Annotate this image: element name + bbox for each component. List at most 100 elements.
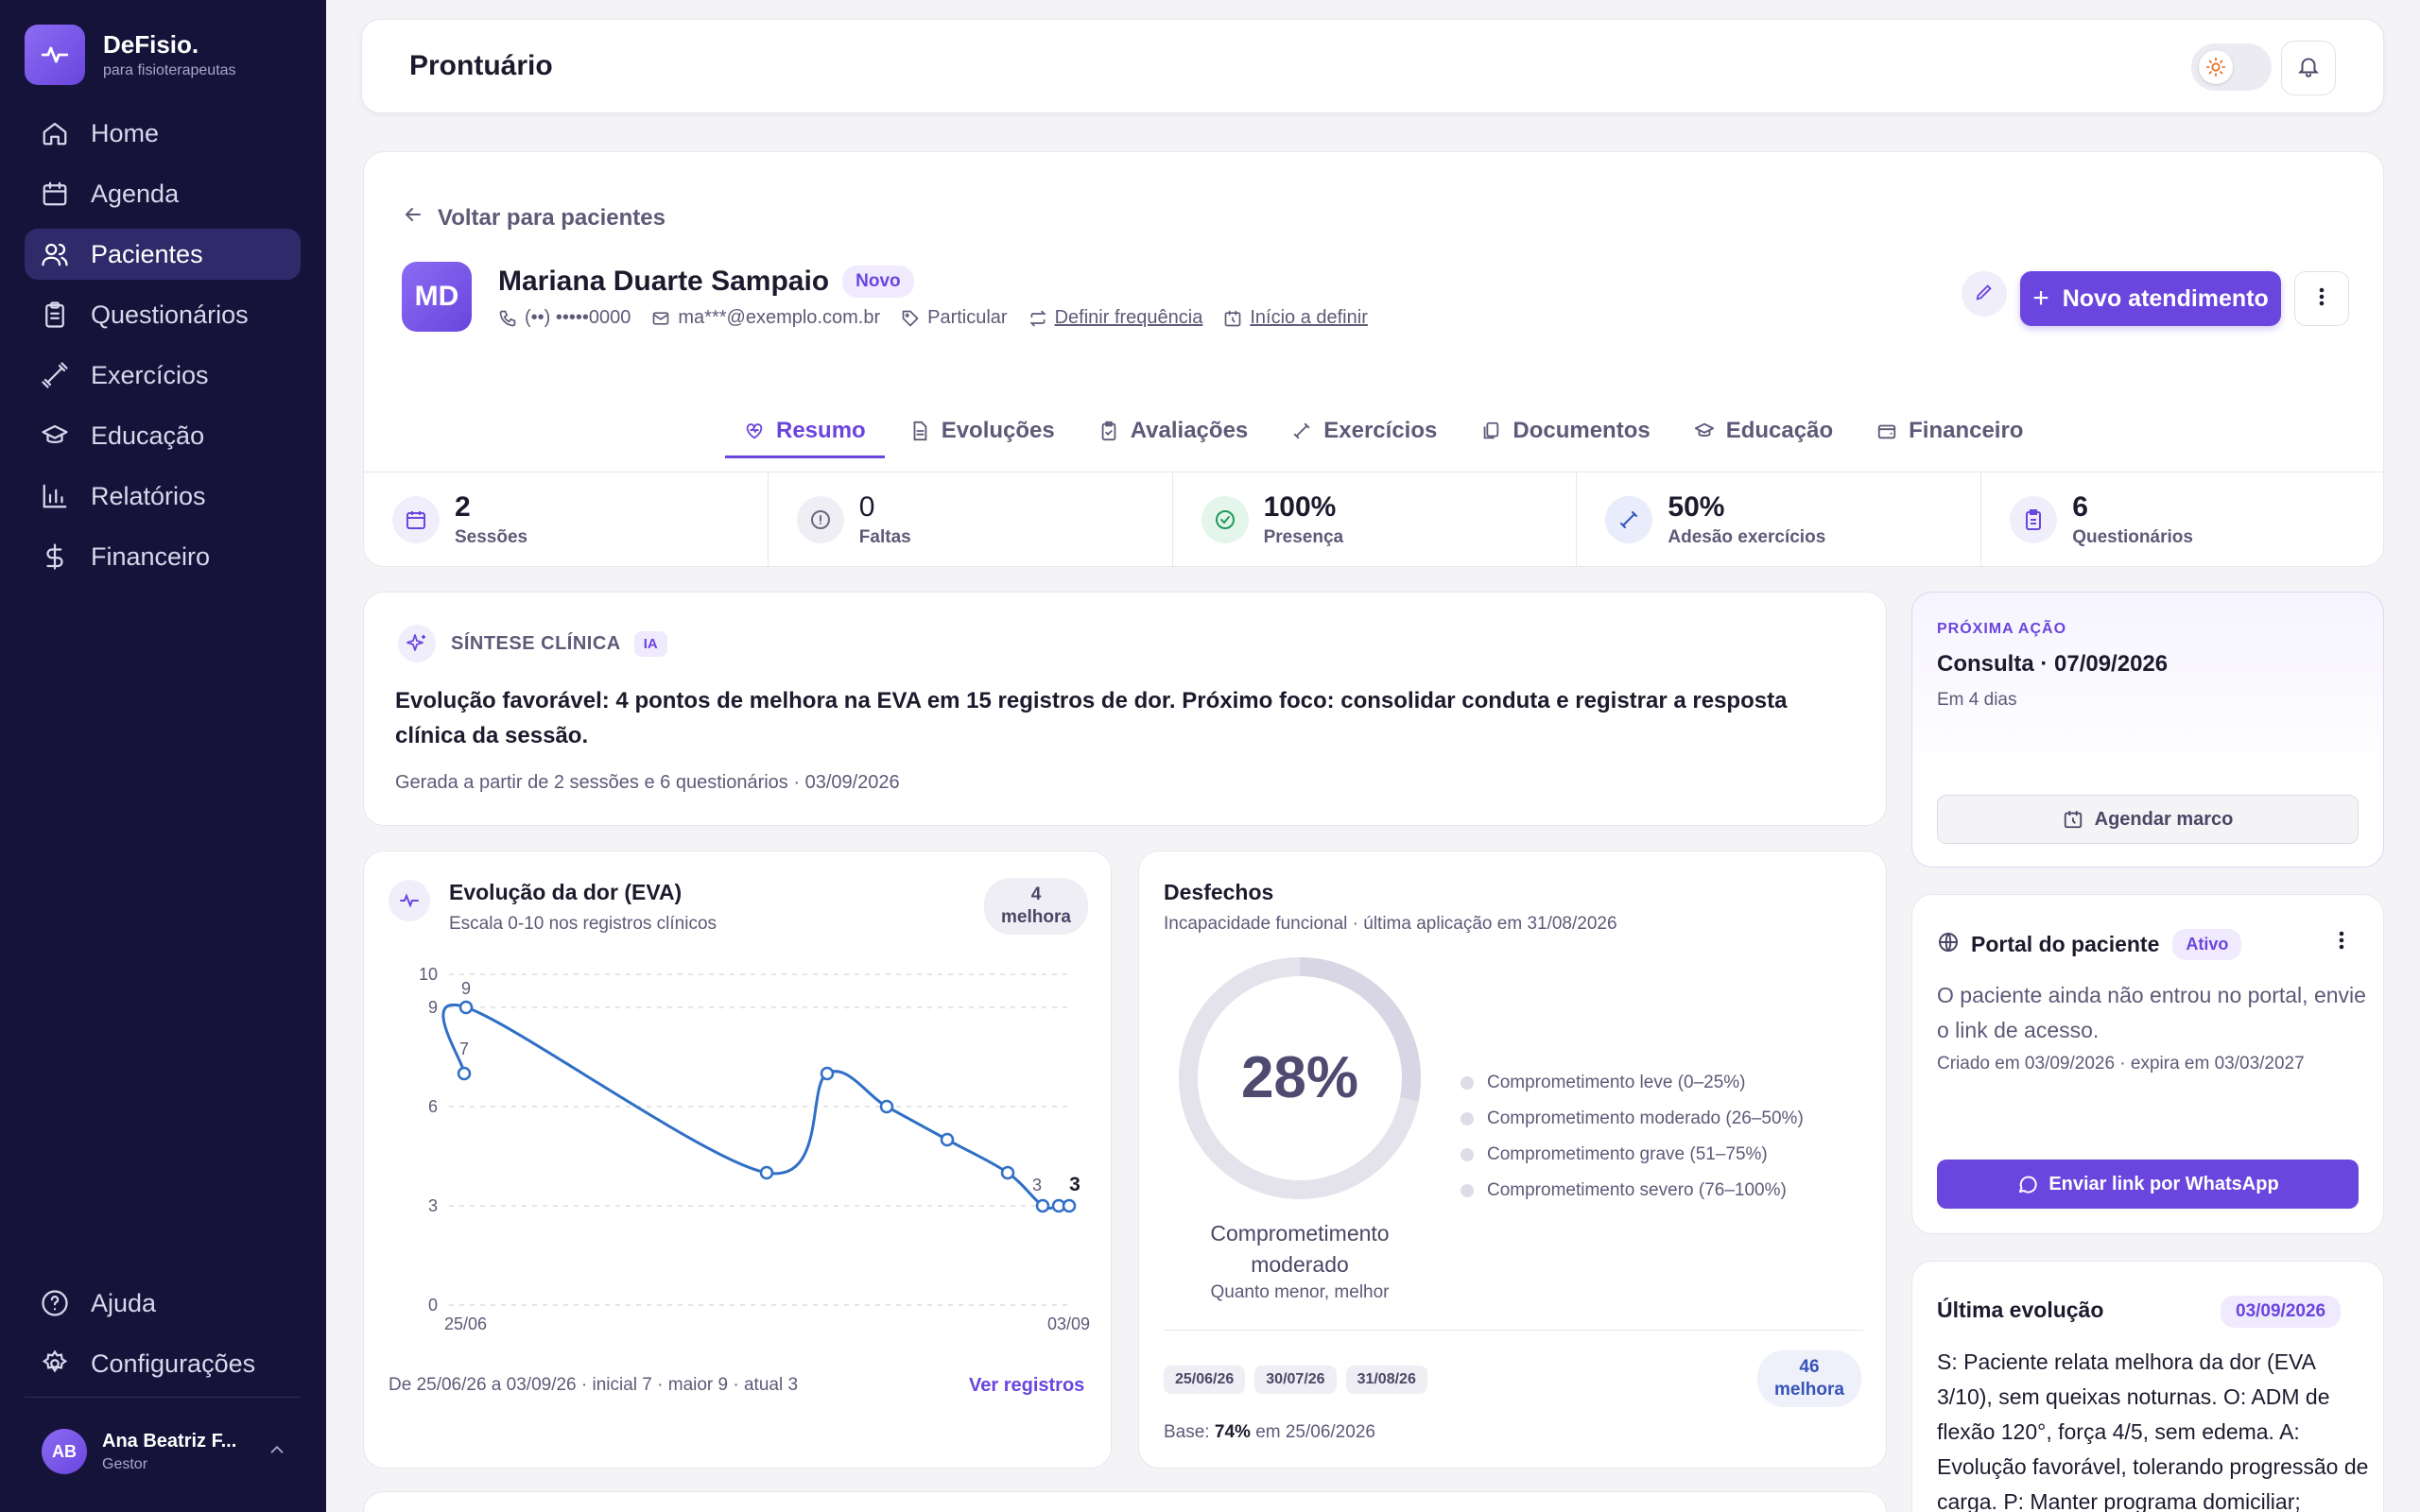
tab-label: Evoluções <box>941 417 1055 443</box>
avatar: AB <box>42 1429 87 1474</box>
nav-item-pacientes[interactable]: Pacientes <box>25 229 301 280</box>
ai-badge: IA <box>633 630 667 657</box>
next-action-label: PRÓXIMA AÇÃO <box>1937 621 2067 637</box>
legend-dot <box>1461 1148 1474 1161</box>
theme-toggle[interactable] <box>2191 43 2272 91</box>
users-icon <box>40 239 70 269</box>
nav-item-label: Ajuda <box>91 1288 157 1317</box>
patient-phone: (••) •••••0000 <box>498 307 631 329</box>
synthesis-title: SÍNTESE CLÍNICA <box>451 632 621 654</box>
y-tick-label: 6 <box>428 1097 438 1116</box>
outcome-value: 28% <box>1240 1045 1359 1110</box>
schedule-milestone-button[interactable]: Agendar marco <box>1937 795 2359 844</box>
patient-name-row: Mariana Duarte Sampaio Novo <box>498 266 914 298</box>
tab-label: Documentos <box>1512 417 1651 443</box>
stat-label: Questionários <box>2072 527 2193 547</box>
nav-item-label: Relatórios <box>91 481 206 510</box>
portal-more-button[interactable] <box>2338 929 2345 956</box>
define-start-link[interactable]: Início a definir <box>1223 307 1368 329</box>
tab-label: Educação <box>1725 417 1834 443</box>
phone-icon <box>498 309 517 328</box>
x-tick-label: 25/06 <box>444 1314 487 1333</box>
application-dates: 25/06/26 30/07/26 31/08/26 <box>1164 1366 1437 1394</box>
activity-icon <box>389 880 430 921</box>
send-whatsapp-button[interactable]: Enviar link por WhatsApp <box>1937 1160 2359 1209</box>
plan-text: Particular <box>927 307 1008 328</box>
patient-tabs: Resumo Evoluções Avaliações Exercícios D… <box>725 405 2048 458</box>
tab-documentos[interactable]: Documentos <box>1461 405 1668 458</box>
back-to-patients-link[interactable]: Voltar para pacientes <box>402 203 666 232</box>
legend-item: Comprometimento leve (0–25%) <box>1461 1065 1804 1101</box>
calendar-icon <box>392 496 440 543</box>
legend-dot <box>1461 1112 1474 1125</box>
pain-evolution-card: Evolução da dor (EVA) Escala 0-10 nos re… <box>363 850 1112 1469</box>
clipboard-icon <box>2010 496 2058 543</box>
nav-item-educacao[interactable]: Educação <box>25 410 301 461</box>
sidebar-divider <box>25 1397 301 1398</box>
nav-item-questionarios[interactable]: Questionários <box>25 289 301 340</box>
plus-icon: + <box>2032 283 2049 314</box>
nav-item-financeiro[interactable]: Financeiro <box>25 531 301 582</box>
brand-tagline: para fisioterapeutas <box>103 62 236 78</box>
tab-evolucoes[interactable]: Evoluções <box>890 405 1074 458</box>
nav-item-exercicios[interactable]: Exercícios <box>25 350 301 401</box>
improvement-value: 4 <box>1030 885 1042 904</box>
synthesis-footer: Gerada a partir de 2 sessões e 6 questio… <box>395 772 900 793</box>
bell-icon <box>2296 54 2321 83</box>
nav-item-home[interactable]: Home <box>25 108 301 159</box>
arrow-left-icon <box>402 203 424 232</box>
baseline-text: Base: 74% em 25/06/2026 <box>1164 1422 1375 1443</box>
tab-avaliacoes[interactable]: Avaliações <box>1080 405 1268 458</box>
stat-label: Faltas <box>858 527 911 547</box>
data-label: 3 <box>1032 1176 1042 1194</box>
graduation-icon <box>1694 421 1715 441</box>
stat-presenca: 100% Presença <box>1173 472 1578 567</box>
user-menu[interactable]: AB Ana Beatriz F... Gestor <box>42 1429 287 1474</box>
chart-title: Evolução da dor (EVA) <box>449 880 683 904</box>
nav-item-ajuda[interactable]: Ajuda <box>25 1278 301 1329</box>
next-action-title: Consulta · 07/09/2026 <box>1937 651 2169 677</box>
data-point <box>820 1066 835 1081</box>
nav-item-configuracoes[interactable]: Configurações <box>25 1338 301 1389</box>
nav-item-relatorios[interactable]: Relatórios <box>25 471 301 522</box>
stat-value: 2 <box>455 491 471 523</box>
pain-line-chart: 0 3 6 9 10 25/06 03/09 7 9 3 3 <box>419 965 1090 1333</box>
tab-financeiro[interactable]: Financeiro <box>1858 405 2042 458</box>
define-frequency-link[interactable]: Definir frequência <box>1028 307 1202 329</box>
sparkles-icon <box>398 625 436 662</box>
stat-value: 50% <box>1668 491 1725 523</box>
last-evolution-card: Última evolução 03/09/2026 S: Paciente r… <box>1911 1261 2384 1512</box>
kebab-icon <box>2338 931 2345 955</box>
date-chip[interactable]: 25/06/26 <box>1164 1366 1246 1394</box>
outcomes-subtitle: Incapacidade funcional · última aplicaçã… <box>1164 914 1617 934</box>
dollar-icon <box>40 541 70 572</box>
data-point <box>1035 1198 1050 1213</box>
date-chip[interactable]: 31/08/26 <box>1345 1366 1427 1394</box>
legend-label: Comprometimento severo (76–100%) <box>1487 1180 1787 1200</box>
stat-value: 100% <box>1263 491 1337 523</box>
chat-bubble-icon <box>2016 1173 2039 1195</box>
patient-meta: (••) •••••0000 ma***@exemplo.com.br Part… <box>498 307 1389 329</box>
nav-item-agenda[interactable]: Agenda <box>25 168 301 219</box>
tab-exercicios[interactable]: Exercícios <box>1272 405 1456 458</box>
edit-patient-button[interactable] <box>1962 271 2007 317</box>
data-point <box>1000 1165 1015 1180</box>
more-options-button[interactable] <box>2294 271 2349 326</box>
status-badge: Novo <box>842 266 914 298</box>
improvement-value: 46 <box>1799 1357 1820 1377</box>
gear-icon <box>40 1349 70 1379</box>
brand[interactable]: DeFisio. para fisioterapeutas <box>25 25 236 85</box>
send-whatsapp-label: Enviar link por WhatsApp <box>2048 1173 2279 1194</box>
patient-card: Voltar para pacientes MD Mariana Duarte … <box>363 151 2385 567</box>
new-appointment-button[interactable]: + Novo atendimento <box>2020 271 2281 326</box>
notifications-button[interactable] <box>2281 41 2336 95</box>
clipboard-icon <box>40 300 70 330</box>
improvement-label: melhora <box>1001 907 1071 927</box>
secondary-nav: Ajuda Configurações <box>25 1278 301 1399</box>
view-records-link[interactable]: Ver registros <box>969 1375 1085 1396</box>
date-chip[interactable]: 30/07/26 <box>1254 1366 1337 1394</box>
date-badge: 03/09/2026 <box>2221 1296 2342 1328</box>
tab-educacao[interactable]: Educação <box>1675 405 1852 458</box>
home-icon <box>40 118 70 148</box>
tab-resumo[interactable]: Resumo <box>725 405 885 458</box>
